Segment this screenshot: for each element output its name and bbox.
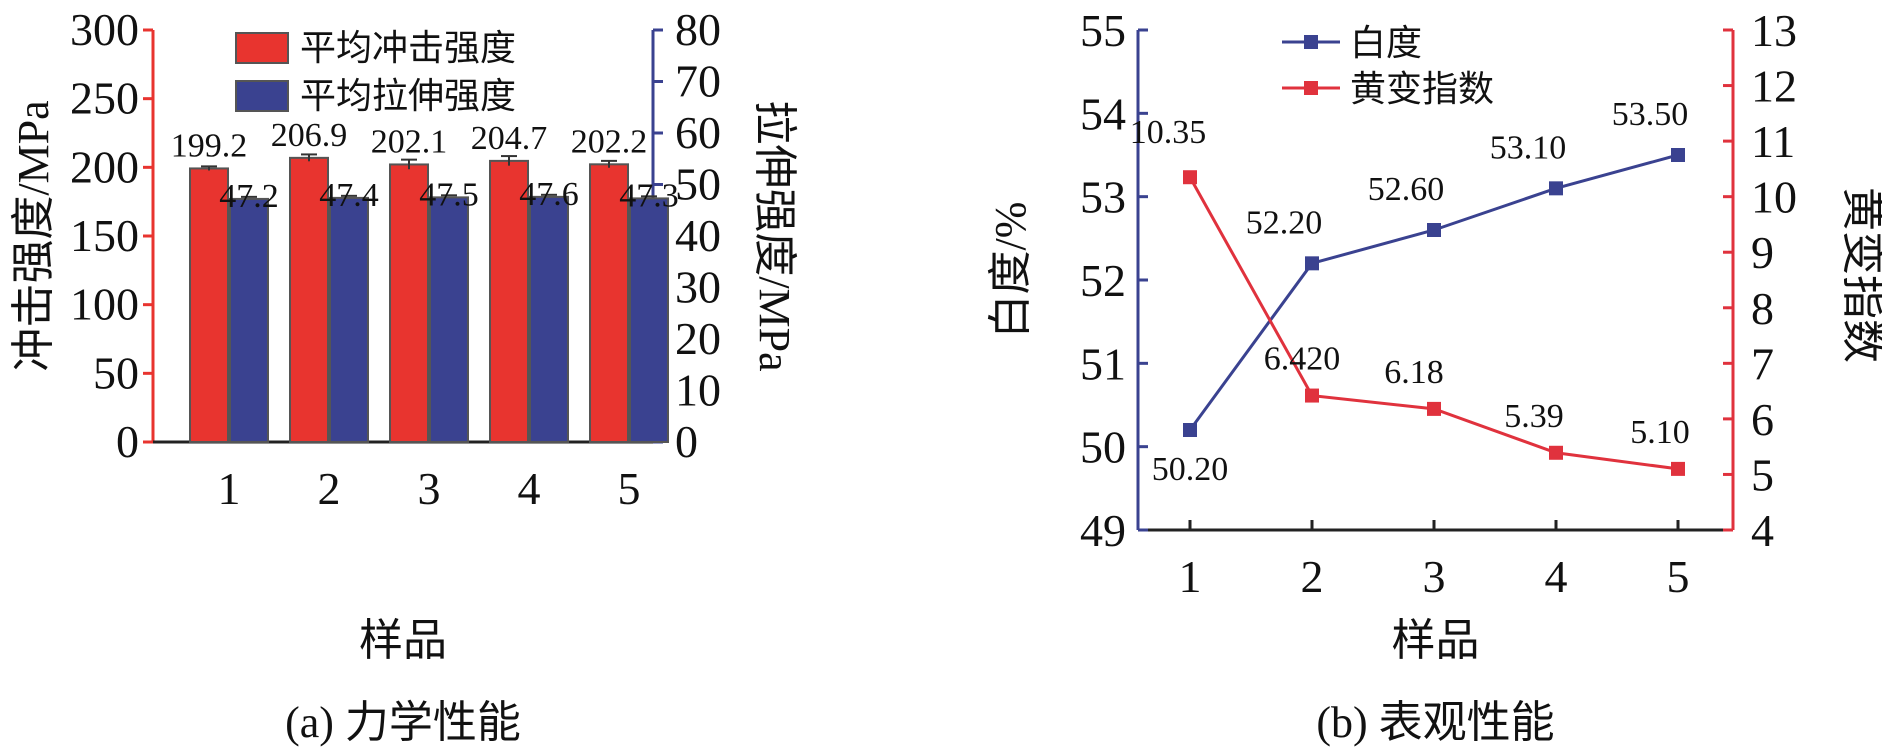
tensile-strength-bar bbox=[229, 197, 269, 443]
right-y-tick-label: 4 bbox=[1751, 505, 1774, 556]
tensile-value-label: 47.2 bbox=[219, 178, 279, 215]
impact-strength-bar bbox=[389, 163, 429, 443]
x-tick-label: 5 bbox=[1667, 551, 1690, 602]
right-y-tick-label: 30 bbox=[675, 262, 721, 313]
right-y-tick-label: 80 bbox=[675, 4, 721, 55]
whiteness-marker bbox=[1549, 181, 1563, 196]
left-y-tick-label: 50 bbox=[1080, 422, 1126, 473]
right-y-axis-title: 拉伸强度/MPa bbox=[750, 100, 799, 371]
impact-value-label: 202.2 bbox=[571, 123, 648, 160]
yellowness-marker bbox=[1427, 401, 1441, 416]
right-y-tick-label: 11 bbox=[1751, 116, 1795, 167]
x-tick-label: 3 bbox=[418, 463, 441, 514]
left-y-tick-label: 200 bbox=[70, 141, 139, 192]
right-y-tick-label: 50 bbox=[675, 159, 721, 210]
right-y-tick-label: 60 bbox=[675, 107, 721, 158]
yellowness-value-label: 6.420 bbox=[1264, 341, 1341, 378]
legend-yellowness-label: 黄变指数 bbox=[1350, 69, 1494, 109]
yellowness-marker bbox=[1671, 461, 1685, 476]
left-y-axis-title: 白度/% bbox=[986, 202, 1035, 339]
x-tick-label: 3 bbox=[1423, 551, 1446, 602]
tensile-strength-bar bbox=[529, 195, 569, 443]
tensile-value-label: 47.4 bbox=[319, 177, 379, 214]
left-y-tick-label: 100 bbox=[70, 279, 139, 330]
chart-a-mechanical-properties: 05010015020025030001020304050607080199.2… bbox=[9, 4, 799, 747]
yellowness-marker bbox=[1305, 388, 1319, 403]
tensile-value-label: 47.5 bbox=[419, 176, 479, 213]
left-y-tick-label: 150 bbox=[70, 210, 139, 261]
whiteness-value-label: 53.10 bbox=[1490, 129, 1567, 166]
yellowness-value-label: 5.10 bbox=[1630, 414, 1690, 451]
left-y-tick-label: 50 bbox=[93, 347, 139, 398]
legend-whiteness-label: 白度 bbox=[1350, 23, 1422, 63]
tensile-strength-bar bbox=[329, 196, 369, 443]
x-tick-label: 5 bbox=[618, 463, 641, 514]
left-y-tick-label: 49 bbox=[1080, 505, 1126, 556]
x-tick-label: 4 bbox=[1545, 551, 1568, 602]
right-y-tick-label: 9 bbox=[1751, 227, 1774, 278]
legend-impact-swatch bbox=[235, 32, 289, 64]
right-y-tick-label: 6 bbox=[1751, 394, 1774, 445]
left-y-tick-label: 52 bbox=[1080, 255, 1126, 306]
impact-value-label: 202.1 bbox=[371, 123, 448, 160]
right-y-tick-label: 5 bbox=[1751, 449, 1774, 500]
whiteness-marker bbox=[1671, 148, 1685, 162]
right-y-tick-label: 70 bbox=[675, 56, 721, 107]
legend-yellowness-marker bbox=[1304, 81, 1318, 95]
left-y-tick-label: 53 bbox=[1080, 172, 1126, 223]
left-y-axis-title: 冲击强度/MPa bbox=[9, 100, 58, 371]
whiteness-marker bbox=[1427, 223, 1441, 237]
subfigure-caption: (a) 力学性能 bbox=[285, 698, 521, 747]
right-y-tick-label: 13 bbox=[1751, 5, 1797, 56]
whiteness-value-label: 52.20 bbox=[1246, 204, 1323, 241]
tensile-value-label: 47.3 bbox=[619, 177, 679, 214]
x-tick-label: 2 bbox=[318, 463, 341, 514]
whiteness-value-label: 53.50 bbox=[1612, 96, 1689, 133]
x-tick-label: 2 bbox=[1301, 551, 1324, 602]
x-axis-title: 样品 bbox=[1392, 616, 1480, 665]
x-tick-label: 1 bbox=[1179, 551, 1202, 602]
legend-tensile-swatch bbox=[235, 80, 289, 112]
left-y-tick-label: 51 bbox=[1080, 338, 1126, 389]
legend-whiteness-marker bbox=[1304, 35, 1318, 49]
left-y-tick-label: 300 bbox=[70, 4, 139, 55]
whiteness-marker bbox=[1305, 256, 1319, 271]
impact-value-label: 204.7 bbox=[471, 120, 548, 157]
tensile-value-label: 47.6 bbox=[519, 176, 579, 213]
x-axis-title: 样品 bbox=[359, 616, 447, 665]
whiteness-value-label: 52.60 bbox=[1368, 171, 1445, 208]
impact-value-label: 206.9 bbox=[271, 117, 348, 154]
legend-impact-label: 平均冲击强度 bbox=[300, 28, 516, 68]
left-y-tick-label: 250 bbox=[70, 73, 139, 124]
x-tick-label: 4 bbox=[518, 463, 541, 514]
x-tick-label: 1 bbox=[218, 463, 241, 514]
right-y-tick-label: 10 bbox=[675, 365, 721, 416]
yellowness-marker bbox=[1549, 445, 1563, 460]
right-y-tick-label: 0 bbox=[675, 416, 698, 467]
left-y-tick-label: 55 bbox=[1080, 5, 1126, 56]
right-y-tick-label: 8 bbox=[1751, 283, 1774, 334]
legend-tensile-label: 平均拉伸强度 bbox=[300, 76, 516, 116]
subfigure-caption: (b) 表观性能 bbox=[1316, 698, 1554, 747]
yellowness-marker bbox=[1183, 170, 1197, 185]
yellowness-value-label: 5.39 bbox=[1504, 398, 1564, 435]
tensile-strength-bar bbox=[429, 196, 469, 443]
right-y-tick-label: 10 bbox=[1751, 172, 1797, 223]
right-y-tick-label: 7 bbox=[1751, 338, 1774, 389]
tensile-strength-bar bbox=[629, 197, 669, 443]
whiteness-value-label: 50.20 bbox=[1152, 451, 1229, 488]
yellowness-value-label: 10.35 bbox=[1130, 114, 1207, 151]
right-y-tick-label: 20 bbox=[675, 313, 721, 364]
left-y-tick-label: 0 bbox=[116, 416, 139, 467]
whiteness-marker bbox=[1183, 423, 1197, 437]
right-y-axis-title: 黄变指数 bbox=[1838, 187, 1882, 363]
left-y-tick-label: 54 bbox=[1080, 88, 1126, 139]
right-y-tick-label: 12 bbox=[1751, 61, 1797, 112]
yellowness-value-label: 6.18 bbox=[1384, 354, 1444, 391]
right-y-tick-label: 40 bbox=[675, 210, 721, 261]
impact-value-label: 199.2 bbox=[171, 127, 248, 164]
